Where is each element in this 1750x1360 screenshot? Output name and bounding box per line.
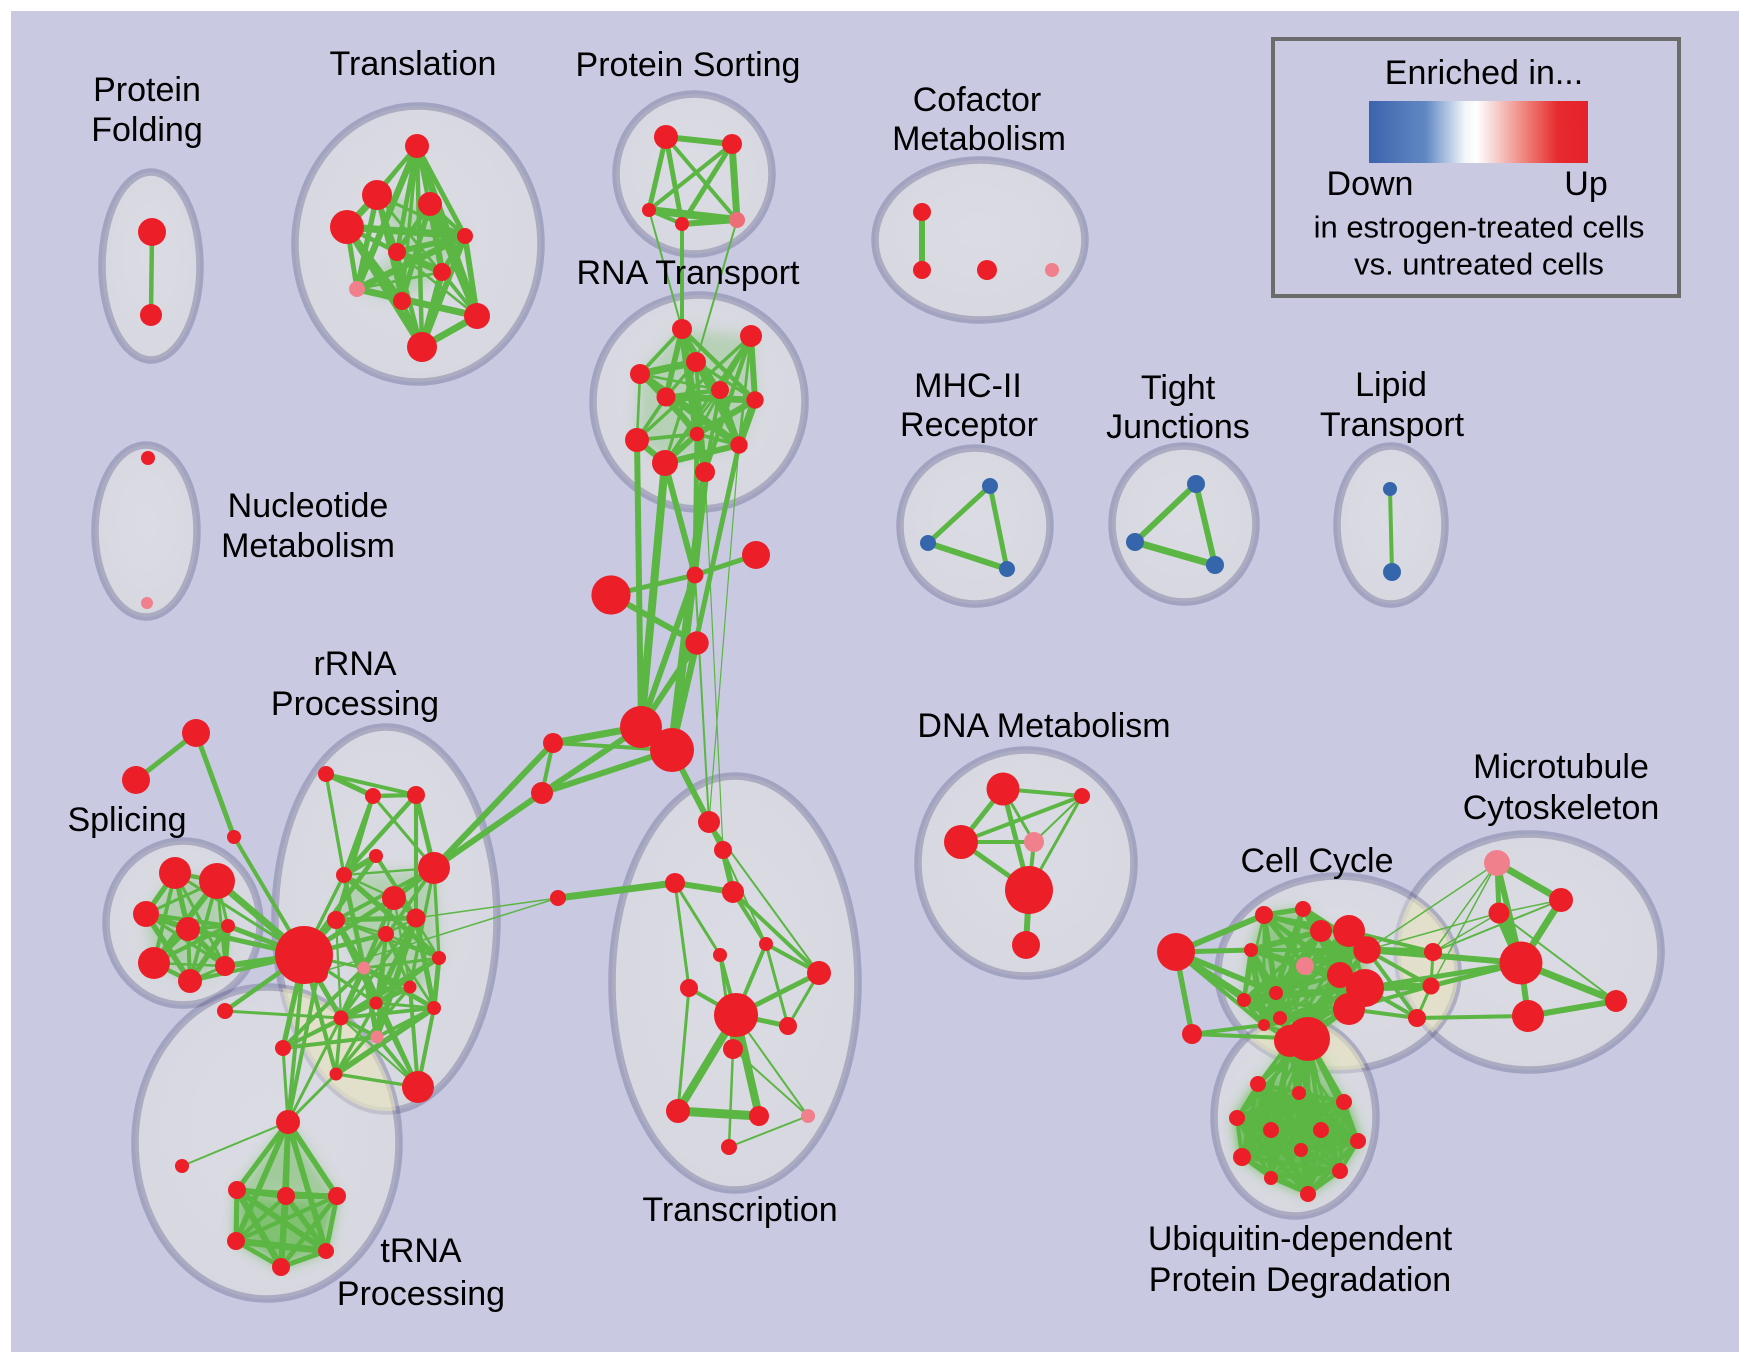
- svg-text:Down: Down: [1327, 165, 1414, 203]
- svg-text:Nucleotide: Nucleotide: [228, 487, 389, 525]
- svg-text:DNA Metabolism: DNA Metabolism: [917, 707, 1170, 745]
- svg-text:Processing: Processing: [271, 685, 439, 723]
- svg-text:RNA Transport: RNA Transport: [577, 254, 801, 292]
- svg-text:Cofactor: Cofactor: [913, 81, 1042, 119]
- svg-text:Receptor: Receptor: [900, 406, 1038, 444]
- svg-text:Ubiquitin-dependent: Ubiquitin-dependent: [1148, 1220, 1453, 1258]
- svg-text:Processing: Processing: [337, 1275, 505, 1313]
- svg-text:Microtubule: Microtubule: [1473, 748, 1649, 786]
- svg-text:Enriched in...: Enriched in...: [1385, 54, 1583, 92]
- svg-text:rRNA: rRNA: [313, 645, 396, 683]
- svg-text:Translation: Translation: [330, 45, 497, 83]
- svg-text:Transcription: Transcription: [642, 1191, 837, 1229]
- svg-text:in estrogen-treated cells: in estrogen-treated cells: [1314, 210, 1645, 245]
- svg-text:Transport: Transport: [1320, 406, 1465, 444]
- svg-text:Cell Cycle: Cell Cycle: [1240, 842, 1393, 880]
- svg-text:Splicing: Splicing: [67, 801, 186, 839]
- svg-text:Tight: Tight: [1141, 369, 1216, 407]
- svg-text:Up: Up: [1564, 165, 1607, 203]
- svg-text:Protein: Protein: [93, 71, 201, 109]
- svg-text:Protein Degradation: Protein Degradation: [1149, 1261, 1451, 1299]
- svg-text:Metabolism: Metabolism: [221, 527, 395, 565]
- svg-text:Metabolism: Metabolism: [892, 120, 1066, 158]
- svg-text:Cytoskeleton: Cytoskeleton: [1463, 789, 1660, 827]
- svg-text:Protein Sorting: Protein Sorting: [576, 46, 801, 84]
- svg-text:tRNA: tRNA: [380, 1232, 462, 1270]
- svg-text:Junctions: Junctions: [1106, 408, 1250, 446]
- svg-text:MHC-II: MHC-II: [914, 367, 1022, 405]
- svg-text:vs. untreated cells: vs. untreated cells: [1354, 247, 1604, 282]
- svg-text:Folding: Folding: [91, 111, 203, 149]
- svg-text:Lipid: Lipid: [1355, 366, 1427, 404]
